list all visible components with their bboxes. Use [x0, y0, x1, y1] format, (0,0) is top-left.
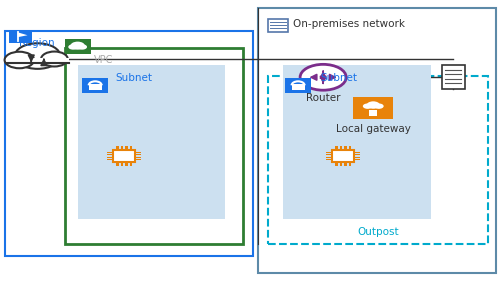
Bar — [107, 154, 113, 155]
Text: Outpost: Outpost — [357, 227, 399, 237]
Bar — [121, 146, 123, 150]
Circle shape — [15, 43, 61, 69]
Text: Subnet: Subnet — [115, 73, 152, 83]
Circle shape — [68, 44, 78, 50]
Bar — [135, 157, 141, 158]
Bar — [135, 151, 141, 153]
FancyBboxPatch shape — [78, 65, 225, 219]
Bar — [116, 162, 119, 166]
Bar — [353, 97, 393, 119]
Text: VPC: VPC — [94, 55, 114, 65]
Bar — [349, 162, 351, 166]
Bar — [442, 65, 465, 89]
Circle shape — [5, 52, 34, 68]
Bar — [326, 154, 332, 155]
Bar — [332, 150, 354, 162]
Bar — [340, 146, 342, 150]
Bar — [135, 154, 141, 155]
Text: Subnet: Subnet — [321, 73, 358, 83]
Bar — [82, 78, 108, 93]
Circle shape — [374, 103, 384, 109]
Bar — [268, 19, 289, 32]
Circle shape — [77, 44, 87, 50]
Bar — [107, 151, 113, 153]
Bar — [89, 84, 102, 90]
Bar — [292, 84, 305, 90]
Text: Region: Region — [19, 38, 55, 48]
Bar — [121, 162, 123, 166]
Bar — [130, 162, 132, 166]
Bar — [344, 146, 347, 150]
FancyBboxPatch shape — [283, 65, 431, 219]
Text: Local gateway: Local gateway — [336, 124, 411, 134]
Bar — [354, 157, 360, 158]
Text: On-premises network: On-premises network — [293, 19, 405, 29]
Bar — [125, 146, 128, 150]
Bar — [335, 162, 338, 166]
Bar — [65, 39, 91, 54]
Bar — [326, 159, 332, 160]
Circle shape — [300, 64, 346, 90]
Bar — [6, 58, 69, 63]
Bar — [113, 150, 135, 162]
Bar — [326, 157, 332, 158]
Bar — [107, 157, 113, 158]
Text: Router: Router — [306, 93, 340, 103]
Bar — [349, 146, 351, 150]
Bar — [116, 146, 119, 150]
Polygon shape — [18, 32, 28, 37]
Bar — [354, 159, 360, 160]
Bar — [107, 159, 113, 160]
Circle shape — [41, 51, 68, 67]
Bar — [130, 146, 132, 150]
Bar — [9, 30, 32, 43]
Bar — [335, 146, 338, 150]
Bar — [125, 162, 128, 166]
Circle shape — [367, 101, 380, 109]
Bar — [135, 159, 141, 160]
Bar — [340, 162, 342, 166]
Bar — [285, 78, 311, 93]
Bar — [354, 151, 360, 153]
Circle shape — [363, 103, 372, 109]
Bar — [326, 151, 332, 153]
Circle shape — [71, 42, 85, 50]
Bar — [354, 154, 360, 155]
Bar — [344, 162, 347, 166]
Bar — [369, 110, 377, 116]
